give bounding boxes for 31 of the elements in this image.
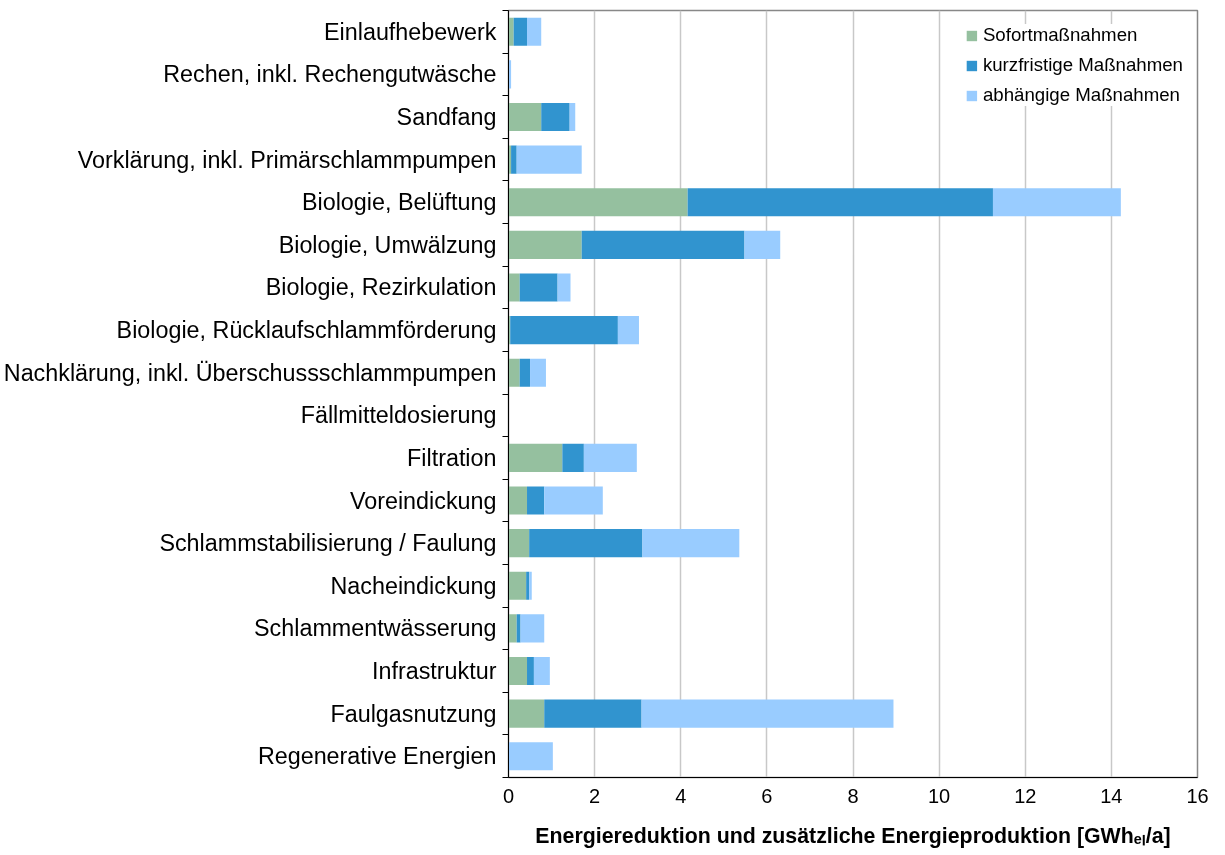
legend-label: Sofortmaßnahmen xyxy=(982,24,1138,46)
y-tick-label: Fällmitteldosierung xyxy=(300,402,497,429)
legend-label: abhängige Maßnahmen xyxy=(982,84,1180,106)
y-tick-label: Infrastruktur xyxy=(372,657,497,684)
y-tick-label: Filtration xyxy=(407,444,497,471)
y-tick-label: Biologie, Belüftung xyxy=(301,189,497,216)
y-tick-label: Schlammentwässerung xyxy=(254,615,497,642)
x-tick-label: 4 xyxy=(675,784,687,807)
y-tick-label: Voreindickung xyxy=(349,487,497,514)
y-tick-label: Sandfang xyxy=(396,104,497,131)
x-tick-label: 6 xyxy=(761,784,773,807)
y-tick-label: Faulgasnutzung xyxy=(330,700,497,727)
y-tick-label: Einlaufhebewerk xyxy=(324,18,497,45)
y-tick-label: Schlammstabilisierung / Faulung xyxy=(159,530,497,557)
x-tick-label: 14 xyxy=(1100,784,1123,807)
x-tick-label: 2 xyxy=(589,784,601,807)
y-tick-label: Regenerative Energien xyxy=(257,743,497,770)
y-tick-label: Biologie, Rezirkulation xyxy=(265,274,497,301)
y-tick-label: Biologie, Rücklaufschlammförderung xyxy=(116,317,497,344)
legend-label: kurzfristige Maßnahmen xyxy=(982,54,1183,76)
x-tick-label: 16 xyxy=(1186,784,1209,807)
x-tick-label: 10 xyxy=(928,784,951,807)
x-tick-label: 12 xyxy=(1014,784,1037,807)
x-axis-title: Energiereduktion und zusätzliche Energieproduktion [GWhₑₗ/a] xyxy=(535,823,1171,848)
y-tick-label: Nacheindickung xyxy=(330,572,497,599)
y-tick-label: Nachklärung, inkl. Überschussschlammpumpen xyxy=(3,359,497,386)
x-tick-label: 0 xyxy=(502,784,515,807)
y-tick-label: Biologie, Umwälzung xyxy=(278,231,497,258)
x-tick-label: 8 xyxy=(847,784,859,807)
y-tick-label: Rechen, inkl. Rechengutwäsche xyxy=(163,61,497,88)
y-tick-label: Vorklärung, inkl. Primärschlammpumpen xyxy=(77,146,497,173)
